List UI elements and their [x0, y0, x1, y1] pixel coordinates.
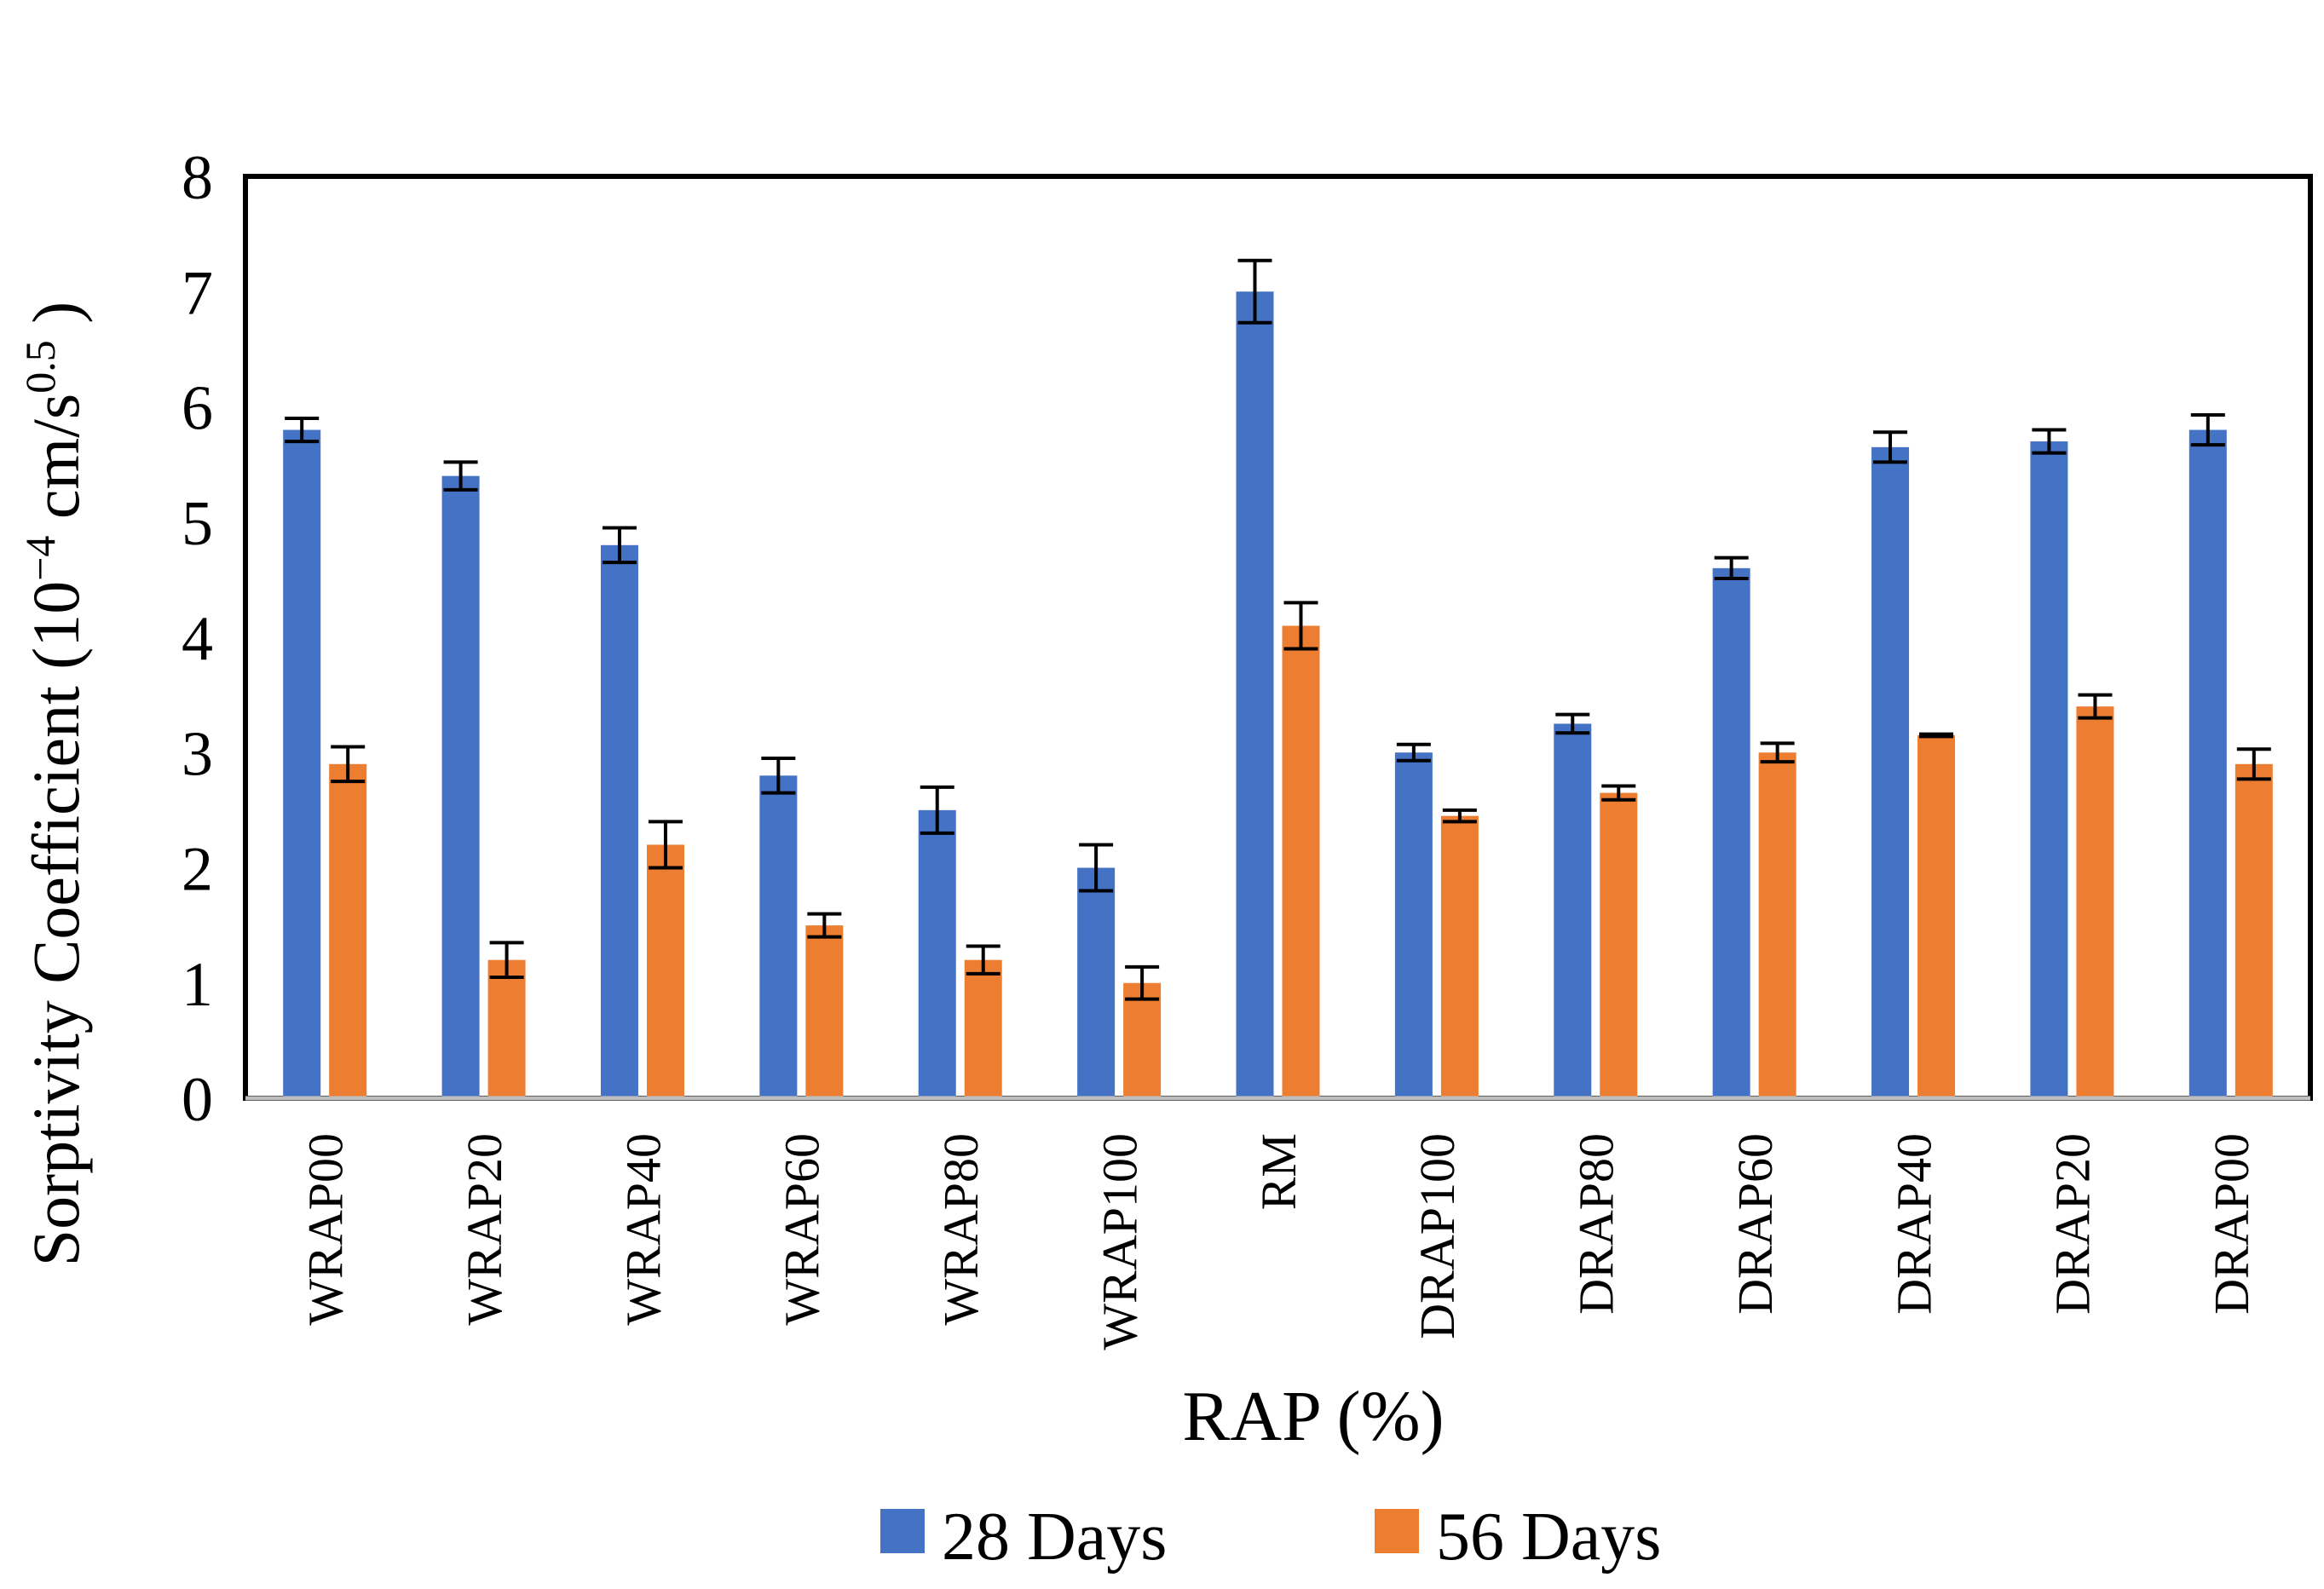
x-tick-label-rm: RM	[1251, 1133, 1306, 1210]
bar-28-days-wrap80	[918, 809, 956, 1098]
bar-56-days-drap60	[1758, 752, 1796, 1098]
y-axis-title: Sorptivity Coefficient (10−4 cm/s0.5 )	[16, 302, 93, 1266]
y-tick-label: 3	[182, 719, 213, 789]
error-bars-group	[285, 258, 2271, 1001]
y-axis-ticks: 0 1 2 3 4 5 6 7 8	[182, 143, 213, 1135]
bar-56-days-wrap80	[964, 959, 1002, 1098]
y-axis-title-exp1: −4	[16, 536, 64, 581]
bar-56-days-wrap00	[329, 763, 367, 1098]
bar-28-days-rm	[1236, 291, 1274, 1098]
x-tick-label-drap40: DRAP40	[1886, 1133, 1941, 1315]
bar-28-days-wrap00	[283, 429, 321, 1098]
x-tick-label-wrap20: WRAP20	[457, 1133, 512, 1326]
bar-28-days-drap80	[1554, 723, 1592, 1098]
y-tick-label: 1	[182, 950, 213, 1020]
bar-56-days-wrap40	[646, 844, 684, 1098]
bar-28-days-wrap40	[600, 544, 638, 1098]
x-tick-label-drap60: DRAP60	[1727, 1133, 1783, 1315]
legend-label-56-days: 56 Days	[1436, 1500, 1661, 1575]
bars-group	[283, 291, 2273, 1098]
bar-56-days-wrap20	[487, 959, 526, 1098]
bar-28-days-wrap60	[759, 775, 798, 1098]
x-tick-label-drap20: DRAP20	[2045, 1133, 2101, 1315]
bar-56-days-drap40	[1917, 734, 1956, 1098]
y-tick-label: 5	[182, 489, 213, 559]
y-tick-label: 2	[182, 835, 213, 905]
y-axis-title-main: Sorptivity Coefficient (10	[19, 581, 93, 1266]
plot-frame	[243, 174, 2313, 1101]
y-tick-label: 7	[182, 258, 213, 328]
x-axis-ticks: WRAP00 WRAP20 WRAP40 WRAP60 WRAP80 WRAP100 RM D…	[297, 1133, 2259, 1350]
legend-label-28-days: 28 Days	[942, 1500, 1167, 1575]
bar-28-days-wrap20	[441, 475, 480, 1098]
bar-56-days-drap80	[1600, 792, 1638, 1098]
y-tick-label: 4	[182, 604, 213, 674]
bar-28-days-drap40	[1871, 446, 1910, 1098]
x-axis-title: RAP (%)	[1182, 1377, 1444, 1456]
bar-28-days-drap20	[2030, 441, 2068, 1098]
x-tick-label-wrap60: WRAP60	[775, 1133, 830, 1326]
x-tick-label-drap100: DRAP100	[1410, 1133, 1465, 1339]
bar-56-days-rm	[1282, 625, 1320, 1098]
x-tick-label-wrap100: WRAP100	[1092, 1133, 1147, 1350]
y-tick-label: 0	[182, 1065, 213, 1135]
y-axis-title-end: )	[19, 302, 93, 340]
bar-56-days-drap20	[2076, 706, 2114, 1098]
y-axis-title-exp2: 0.5	[16, 340, 64, 394]
legend: 28 Days 56 Days	[880, 1500, 1661, 1575]
y-axis-title-mid: cm/s	[19, 394, 93, 536]
x-tick-label-wrap40: WRAP40	[615, 1133, 671, 1326]
legend-swatch-28-days	[880, 1509, 925, 1553]
bar-56-days-drap100	[1440, 815, 1479, 1098]
bar-56-days-wrap60	[805, 925, 844, 1098]
bar-28-days-drap100	[1394, 752, 1433, 1098]
x-tick-label-drap00: DRAP00	[2204, 1133, 2259, 1315]
x-tick-label-wrap80: WRAP80	[933, 1133, 989, 1326]
bar-28-days-wrap100	[1077, 867, 1116, 1098]
x-tick-label-wrap00: WRAP00	[297, 1133, 353, 1326]
bar-28-days-drap00	[2188, 429, 2227, 1098]
legend-swatch-56-days	[1375, 1509, 1419, 1553]
y-tick-label: 8	[182, 143, 213, 213]
y-tick-label: 6	[182, 374, 213, 444]
bar-56-days-wrap100	[1123, 982, 1162, 1098]
x-tick-label-drap80: DRAP80	[1569, 1133, 1624, 1315]
bar-56-days-drap00	[2235, 763, 2273, 1098]
bar-28-days-drap60	[1712, 567, 1750, 1098]
